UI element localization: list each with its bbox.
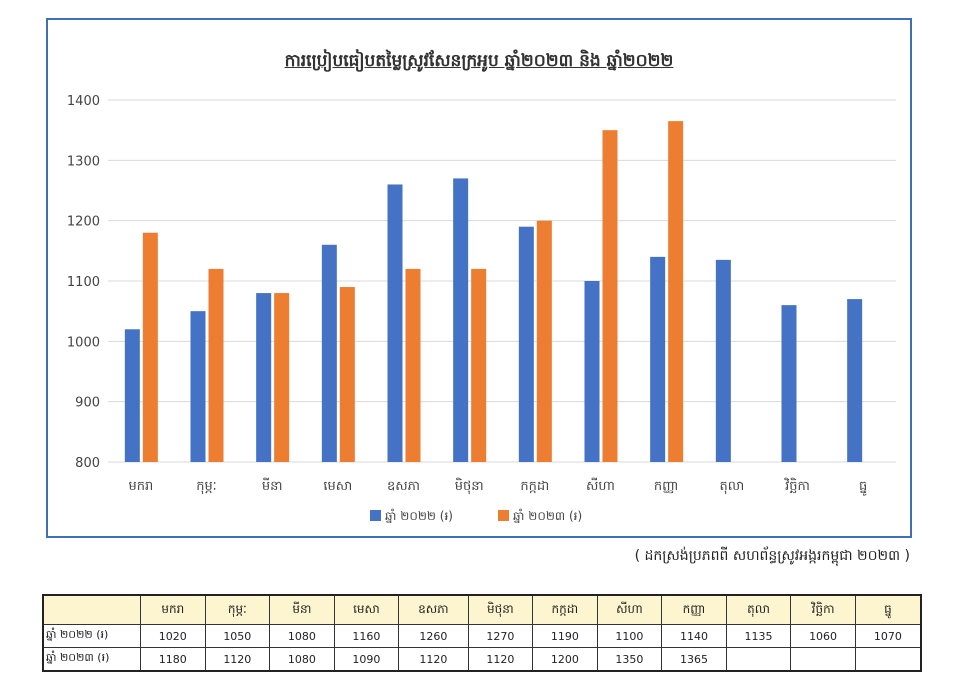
table-cell bbox=[725, 647, 792, 672]
table-header-cell: វិច្ឆិកា bbox=[790, 594, 856, 625]
y-tick-label: 1000 bbox=[67, 335, 100, 350]
table-cell: 1180 bbox=[140, 647, 206, 672]
y-tick-label: 1200 bbox=[67, 215, 100, 230]
legend-label: ឆ្នាំ ២០២២ (៛) bbox=[385, 508, 453, 523]
bar-series2 bbox=[405, 268, 421, 462]
table-header-cell: កញ្ញា bbox=[661, 594, 727, 625]
x-tick-label: កញ្ញា bbox=[654, 479, 679, 494]
table-cell: 1260 bbox=[398, 624, 469, 648]
y-tick-label: 1100 bbox=[67, 275, 100, 290]
table-cell: 1020 bbox=[140, 624, 206, 648]
table-row-label: ឆ្នាំ ២០២៣ (៛) bbox=[42, 647, 141, 672]
table-header-cell: មិថុនា bbox=[467, 594, 534, 625]
table-cell: 1090 bbox=[333, 647, 400, 672]
x-tick-label: មីនា bbox=[262, 477, 283, 494]
bar-series1 bbox=[650, 256, 666, 462]
x-tick-label: កក្កដា bbox=[520, 479, 549, 494]
chart-frame: 800 900 1000 1100 1200 1300 1400 មករា កុម្ភៈ មីនា… bbox=[46, 18, 912, 538]
x-tick-label: កុម្ភៈ bbox=[196, 479, 216, 495]
table-header-cell bbox=[42, 594, 141, 625]
y-tick-label: 1400 bbox=[67, 94, 100, 109]
table-cell: 1140 bbox=[661, 624, 727, 648]
table-cell: 1100 bbox=[596, 624, 663, 648]
bar-series1 bbox=[321, 244, 337, 462]
bar-series2 bbox=[208, 268, 224, 462]
table-cell: 1365 bbox=[661, 647, 727, 672]
table-header-cell: មករា bbox=[140, 594, 206, 625]
table-header-cell: ធ្នូ bbox=[854, 594, 922, 625]
bar-series1 bbox=[453, 178, 469, 462]
table-header-row: មករា កុម្ភៈ មីនា មេសា ឧសភា មិថុនា កក្កដា សីហា កញ… bbox=[42, 594, 922, 625]
table-cell: 1050 bbox=[204, 624, 271, 648]
table-header-cell: សីហា bbox=[596, 594, 663, 625]
table-cell bbox=[790, 647, 856, 672]
bar-series2 bbox=[274, 293, 290, 462]
table-cell: 1120 bbox=[204, 647, 271, 672]
x-tick-label: វិច្ឆិកា bbox=[784, 477, 810, 494]
table-cell: 1135 bbox=[725, 624, 792, 648]
x-tick-label: មិថុនា bbox=[455, 477, 484, 495]
table-cell: 1200 bbox=[532, 647, 598, 672]
table-header-cell: មីនា bbox=[269, 594, 335, 625]
source-note: ( ដកស្រង់ប្រភពពី សហព័ន្ធស្រូវអង្ករកម្ពុជ… bbox=[634, 548, 910, 564]
table-cell: 1080 bbox=[269, 624, 335, 648]
table-cell: 1060 bbox=[790, 624, 856, 648]
table-header-cell: មេសា bbox=[333, 594, 400, 625]
legend-swatch bbox=[370, 510, 381, 521]
table-header-cell: ឧសភា bbox=[398, 594, 469, 625]
bar-series2 bbox=[471, 268, 487, 462]
bar-series2 bbox=[536, 220, 552, 462]
bar-series1 bbox=[518, 226, 534, 462]
bar-series2 bbox=[668, 121, 684, 462]
bar-series1 bbox=[387, 184, 403, 462]
legend-label: ឆ្នាំ ២០២៣ (៛) bbox=[513, 508, 582, 523]
bar-series2 bbox=[602, 130, 618, 462]
table-header-cell: កុម្ភៈ bbox=[204, 594, 271, 625]
table-cell: 1190 bbox=[532, 624, 598, 648]
x-tick-label: សីហា bbox=[586, 477, 615, 494]
data-table: មករា កុម្ភៈ មីនា មេសា ឧសភា មិថុនា កក្កដា សីហា កញ… bbox=[42, 594, 922, 672]
bar-series1 bbox=[715, 259, 731, 462]
table-row: ឆ្នាំ ២០២២ (៛) 1020 1050 1080 1160 1260 1270 11… bbox=[42, 624, 922, 648]
bar-series1 bbox=[190, 311, 206, 462]
table-row: ឆ្នាំ ២០២៣ (៛) 1180 1120 1080 1090 1120 1120 12… bbox=[42, 647, 922, 672]
table-cell: 1120 bbox=[467, 647, 534, 672]
table-cell: 1120 bbox=[398, 647, 469, 672]
bar-series1 bbox=[256, 293, 272, 462]
bar-series1 bbox=[124, 329, 140, 462]
x-tick-label: ឧសភា bbox=[387, 479, 420, 494]
chart-title: ការប្រៀបធៀបតម្លៃស្រូវសែនក្រអូប ឆ្នាំ២០២៣… bbox=[284, 51, 674, 71]
x-tick-label: មករា bbox=[128, 479, 153, 494]
bar-series2 bbox=[339, 287, 355, 462]
table-cell: 1270 bbox=[467, 624, 534, 648]
y-tick-label: 900 bbox=[75, 396, 100, 411]
table-cell: 1160 bbox=[333, 624, 400, 648]
x-tick-label: មេសា bbox=[323, 479, 352, 494]
table-cell: 1350 bbox=[596, 647, 663, 672]
bar-series1 bbox=[847, 299, 863, 462]
bar-series2 bbox=[142, 232, 158, 462]
table-cell bbox=[854, 647, 922, 672]
y-tick-label: 1300 bbox=[67, 154, 100, 169]
table-header-cell: តុលា bbox=[725, 594, 792, 625]
table-header-cell: កក្កដា bbox=[532, 594, 598, 625]
y-tick-label: 800 bbox=[75, 456, 100, 471]
legend-swatch bbox=[498, 510, 509, 521]
table-cell: 1070 bbox=[854, 624, 922, 648]
x-tick-label: ធ្នូ bbox=[859, 479, 867, 496]
x-tick-label: តុលា bbox=[719, 479, 744, 495]
table-row-label: ឆ្នាំ ២០២២ (៛) bbox=[42, 624, 141, 648]
bar-series1 bbox=[781, 305, 797, 462]
table-cell: 1080 bbox=[269, 647, 335, 672]
bar-series1 bbox=[584, 281, 600, 462]
bar-chart: 800 900 1000 1100 1200 1300 1400 មករា កុម្ភៈ មីនា… bbox=[67, 94, 896, 523]
